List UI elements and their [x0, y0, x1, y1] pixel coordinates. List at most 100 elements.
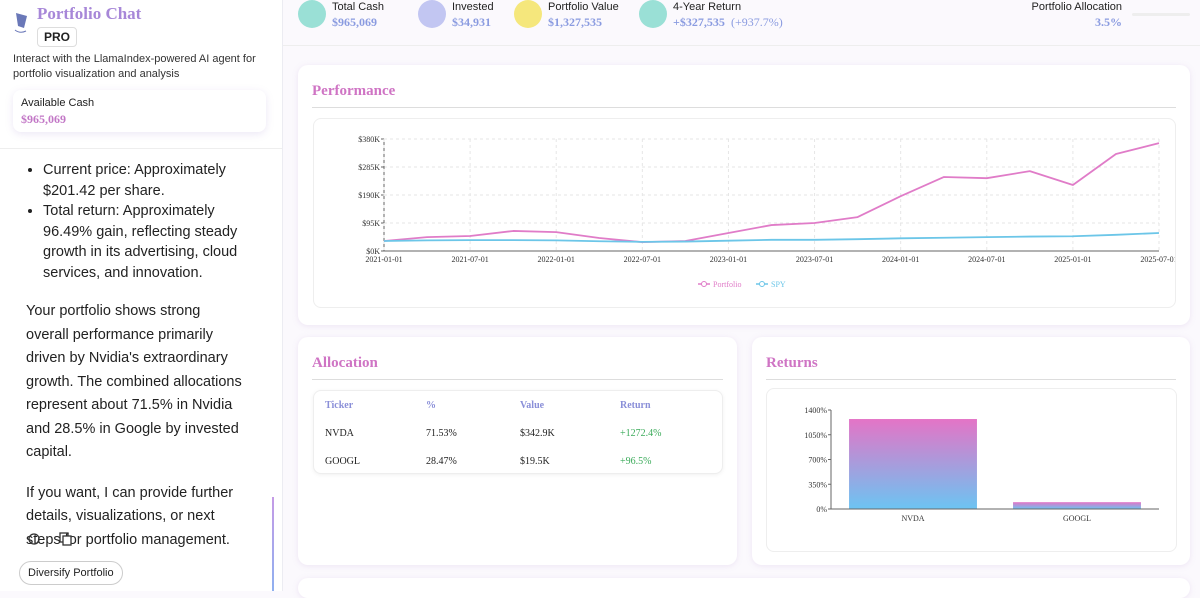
header-cell: Return — [620, 399, 651, 411]
x-tick-label: 2025-07-01 — [1140, 255, 1175, 264]
x-tick-label: 2022-07-01 — [624, 255, 661, 264]
cell: $342.9K — [520, 427, 555, 439]
cash-label: Available Cash — [21, 97, 95, 109]
suggestion-button[interactable]: Diversify Portfolio — [19, 561, 123, 585]
performance-panel: Performance $0K $95K $190K $285K $380K 2021-0… — [298, 65, 1190, 325]
paragraph: Your portfolio shows strong overall perf… — [26, 303, 242, 460]
rule — [766, 379, 1176, 380]
stat-label: Total Cash — [332, 1, 384, 13]
x-tick-label: 2025-01-01 — [1054, 255, 1091, 264]
y-tick-label: $380K — [358, 135, 380, 144]
y-tick-label: 0% — [816, 505, 827, 514]
x-tick-label: GOOGL — [1063, 514, 1091, 523]
stat-label: Invested — [452, 1, 494, 13]
x-tick-label: NVDA — [901, 514, 924, 523]
next-panel — [298, 578, 1190, 598]
stat-icon — [639, 0, 667, 28]
cash-value: $965,069 — [21, 112, 66, 126]
returns-chart: 0% 350% 700% 1050% 1400% NVDA GOOGL — [804, 406, 1159, 523]
legend-dot — [701, 281, 707, 287]
header-cell: Ticker — [325, 399, 354, 411]
performance-chart: $0K $95K $190K $285K $380K 2021-01-01 2021-07-… — [358, 135, 1177, 289]
allocation-bar — [1132, 13, 1190, 16]
allocation-panel: Allocation Ticker % Value Return NVDA 71… — [298, 337, 737, 565]
paragraph: If you want, I can provide further detai… — [26, 484, 234, 548]
divider — [283, 45, 1200, 46]
y-tick-label: $95K — [362, 219, 380, 228]
allocation-table: Ticker % Value Return NVDA 71.53% $342.9… — [314, 391, 720, 475]
rule — [312, 107, 1176, 108]
legend-label: Portfolio — [713, 280, 741, 289]
stat-extra: (+937.7%) — [731, 15, 783, 29]
x-tick-label: 2023-01-01 — [710, 255, 747, 264]
x-tick-label: 2023-07-01 — [796, 255, 833, 264]
bar — [1013, 502, 1141, 509]
y-tick-label: $0K — [366, 247, 380, 256]
row: GOOGL 28.47% $19.5K +96.5% — [314, 447, 720, 475]
rule — [312, 379, 723, 380]
logo-icon — [14, 13, 27, 33]
series-line — [383, 232, 1160, 243]
y-tick-label: 350% — [808, 480, 827, 489]
cell: GOOGL — [325, 455, 360, 467]
y-tick-label: 1050% — [804, 431, 827, 440]
cell: +96.5% — [620, 455, 652, 467]
header-cell: Value — [520, 399, 545, 411]
x-tick-label: 2024-07-01 — [968, 255, 1005, 264]
stat-icon — [514, 0, 542, 28]
panel-title: Performance — [312, 83, 396, 99]
legend-label: SPY — [771, 280, 786, 289]
stat-label: Portfolio Allocation — [1031, 1, 1123, 13]
table-box: Ticker % Value Return NVDA 71.53% $342.9… — [313, 390, 723, 474]
stat-value: $34,931 — [452, 15, 491, 29]
message-actions[interactable] — [26, 531, 76, 547]
x-tick-label: 2021-07-01 — [451, 255, 488, 264]
stat-label: Portfolio Value — [548, 1, 619, 13]
x-tick-label: 2022-01-01 — [538, 255, 575, 264]
app-title: Portfolio Chat — [37, 4, 142, 23]
y-tick-label: 1400% — [804, 406, 827, 415]
stat: Total Cash $965,069 — [298, 0, 408, 40]
cell: 28.47% — [426, 455, 457, 467]
panel-title: Allocation — [312, 355, 378, 371]
x-tick-label: 2021-01-01 — [365, 255, 402, 264]
panel-title: Returns — [766, 355, 818, 371]
cell: NVDA — [325, 427, 354, 439]
stat-value: $965,069 — [332, 15, 377, 29]
stat-icon — [418, 0, 446, 28]
stat-value: +$327,535 — [673, 15, 725, 29]
chart-box: $0K $95K $190K $285K $380K 2021-01-01 2021-07-… — [313, 118, 1178, 308]
y-tick-label: 700% — [808, 456, 827, 465]
stat: Invested $34,931 — [418, 0, 508, 40]
cell: +1272.4% — [620, 427, 662, 439]
chart-box: 0% 350% 700% 1050% 1400% NVDA GOOGL — [766, 388, 1177, 552]
cell: 71.53% — [426, 427, 457, 439]
row: NVDA 71.53% $342.9K +1272.4% — [314, 419, 720, 447]
stat-value: 3.5% — [1095, 15, 1122, 29]
x-tick-label: 2024-01-01 — [882, 255, 919, 264]
divider — [0, 148, 282, 149]
chat-message: Current price: Approximately $201.42 per… — [26, 160, 246, 552]
y-tick-label: $190K — [358, 191, 380, 200]
sidebar: Portfolio Chat PRO Interact with the Lla… — [0, 0, 283, 591]
stat: Portfolio Value $1,327,535 — [514, 0, 634, 40]
y-tick-label: $285K — [358, 163, 380, 172]
bullet-list: Current price: Approximately $201.42 per… — [26, 160, 246, 283]
header-cell: % — [426, 399, 436, 411]
series-line — [383, 142, 1160, 244]
header-row: Ticker % Value Return — [314, 391, 720, 419]
scrollbar — [272, 497, 274, 591]
bullet: Current price: Approximately $201.42 per… — [43, 160, 246, 201]
cash-card: Available Cash $965,069 — [13, 90, 266, 132]
bullet: Total return: Approximately 96.49% gain,… — [43, 201, 246, 283]
stat-icon — [298, 0, 326, 28]
stat: 4-Year Return +$327,535 (+937.7%) — [639, 0, 809, 40]
badge: PRO — [37, 27, 78, 47]
cell: $19.5K — [520, 455, 550, 467]
returns-panel: Returns 0% 350% 700% 1050% 1400% NVDA GOOGL — [752, 337, 1190, 565]
stat-value: $1,327,535 — [548, 15, 602, 29]
description: Interact with the LlamaIndex-powered AI … — [13, 53, 256, 80]
legend-dot — [759, 281, 765, 287]
bar — [849, 419, 977, 509]
